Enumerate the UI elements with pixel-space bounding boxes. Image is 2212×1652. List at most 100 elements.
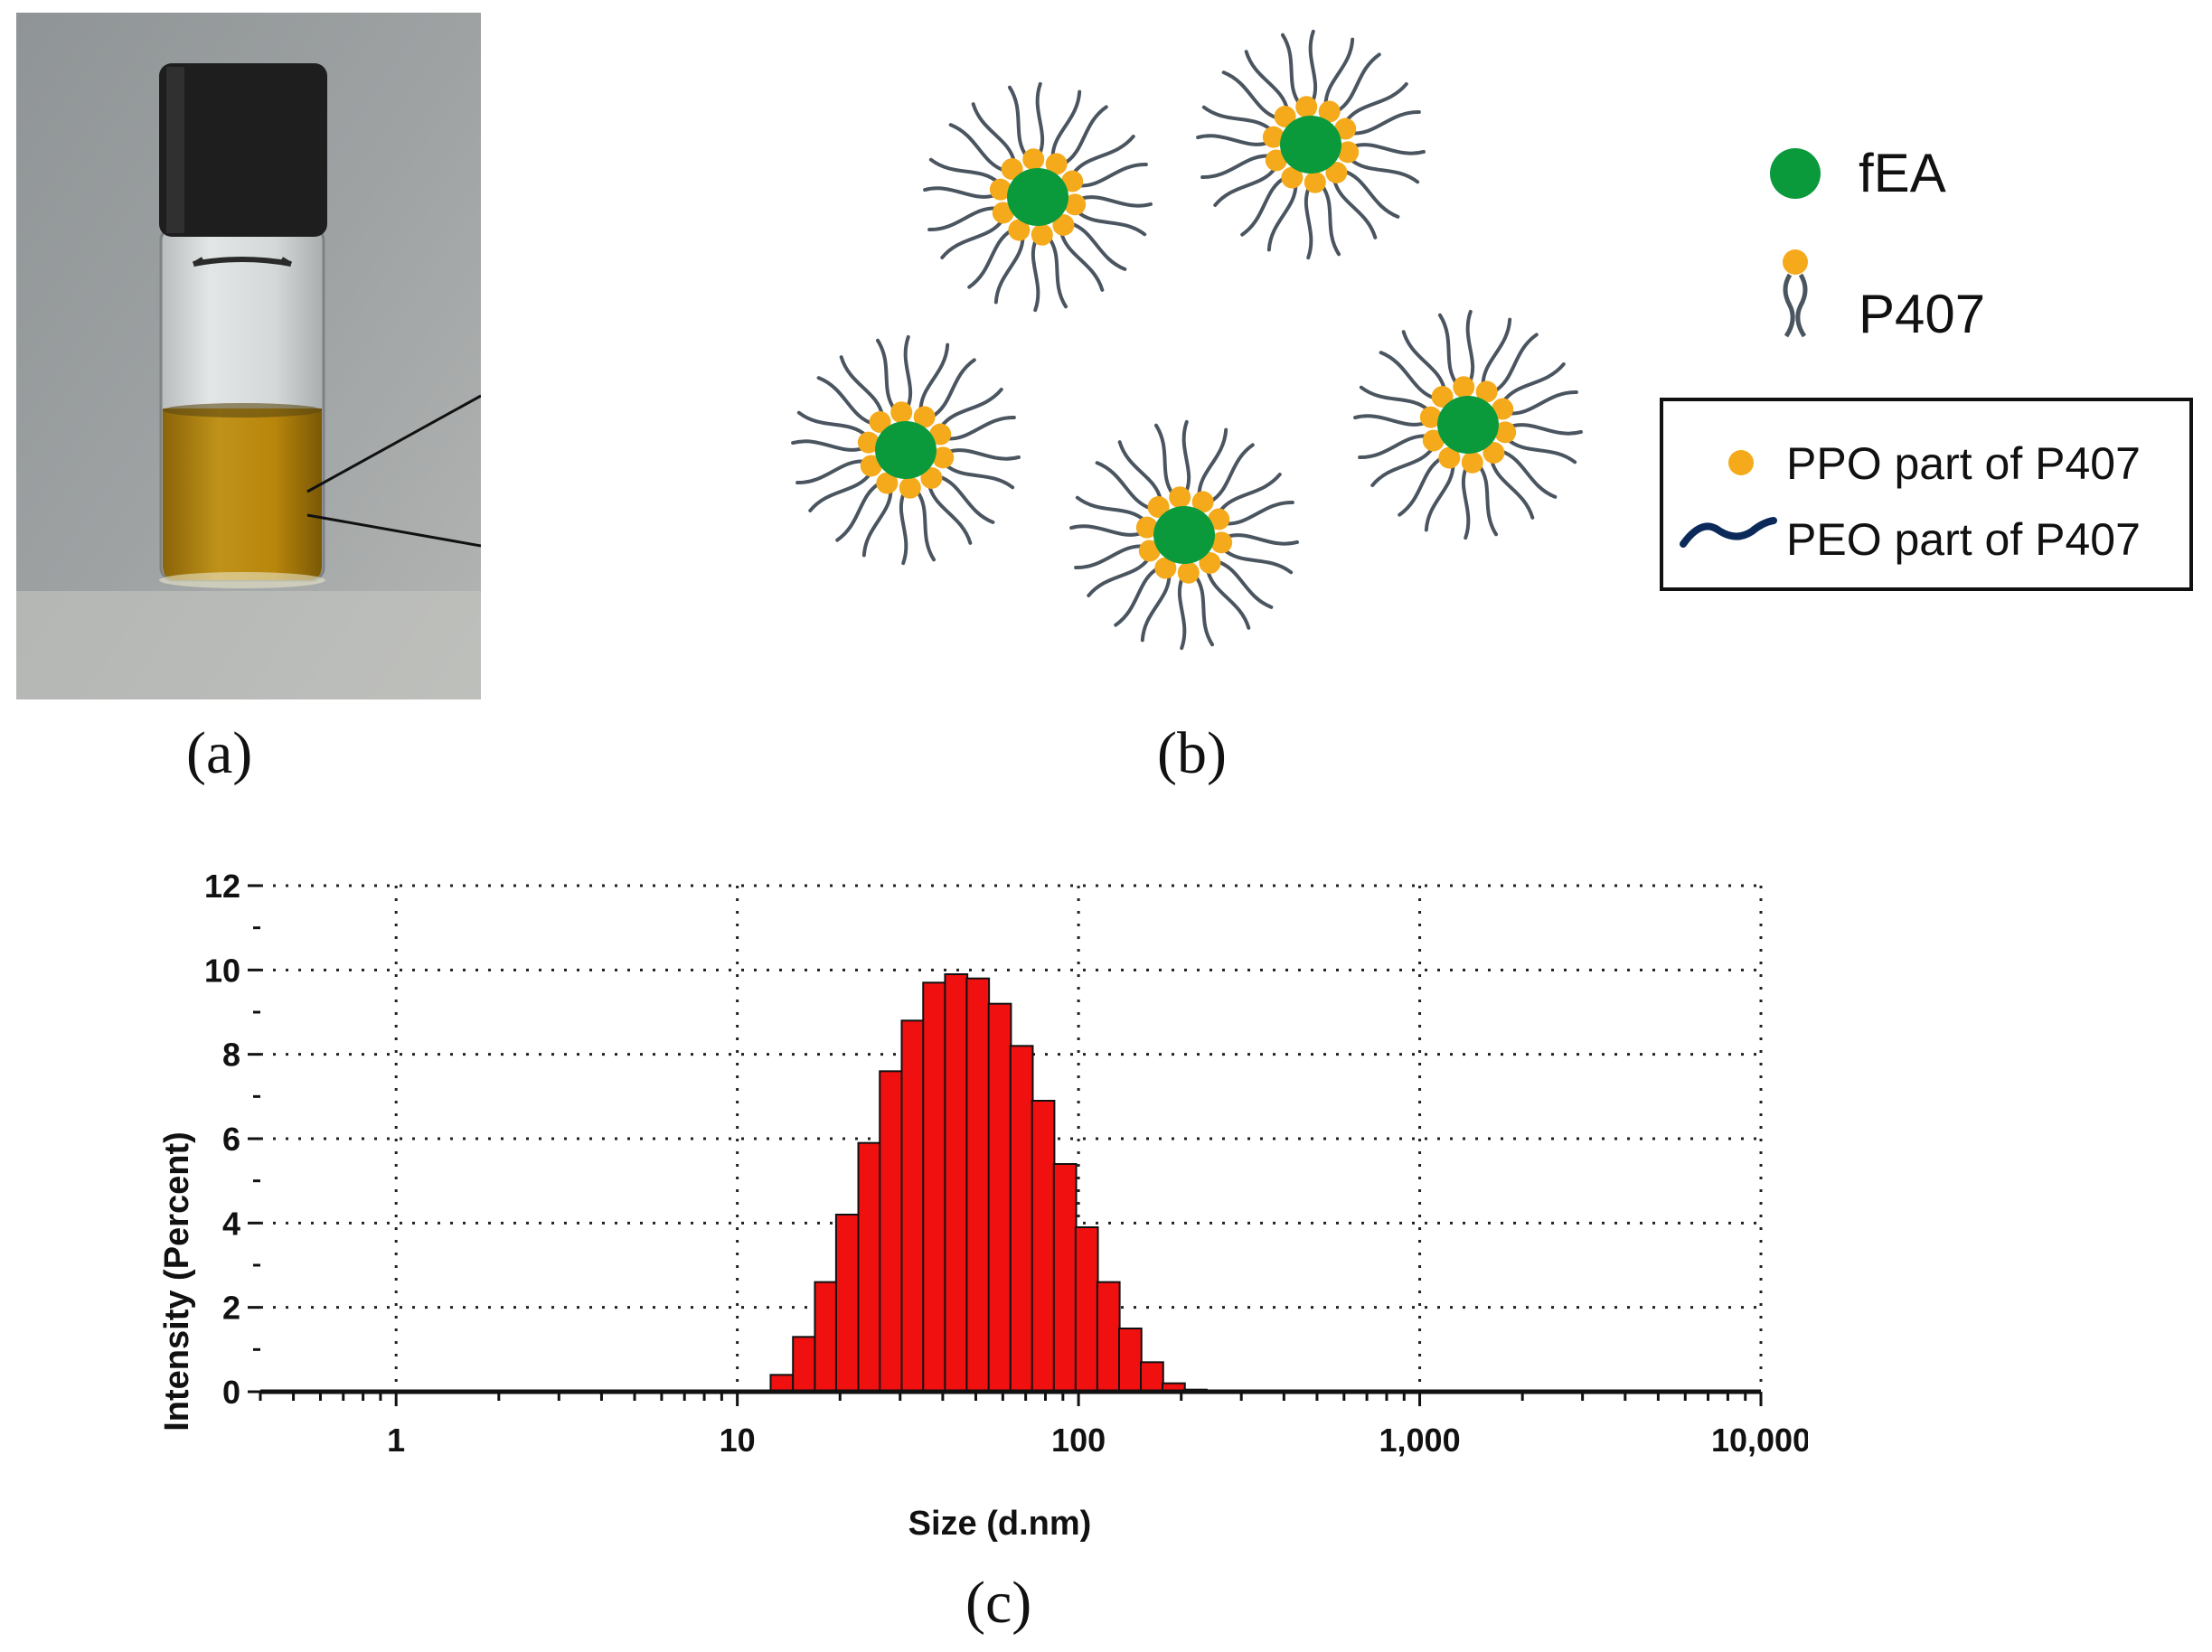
- ppo-bead: [869, 411, 891, 434]
- peo-chain: [1353, 414, 1428, 427]
- ppo-bead: [857, 431, 880, 454]
- histogram-bar: [987, 1002, 1012, 1394]
- peo-chain: [1181, 419, 1191, 495]
- peo-chain: [1304, 184, 1313, 260]
- ppo-bead: [1154, 557, 1177, 579]
- peo-chain: [1177, 575, 1187, 651]
- ppo-bead: [1453, 376, 1475, 399]
- ppo-bead: [989, 178, 1012, 201]
- y-tick-label: 12: [204, 868, 240, 905]
- ppo-bead: [1295, 96, 1318, 118]
- peo-chain: [1076, 162, 1148, 188]
- ppo-bead: [1008, 219, 1031, 241]
- micelle: [1353, 309, 1583, 540]
- peo-chain: [946, 448, 1021, 461]
- peo-chain: [1506, 390, 1578, 416]
- peo-chain: [1221, 547, 1294, 575]
- peo-chain: [1370, 446, 1435, 487]
- y-tick-label: 8: [222, 1037, 240, 1074]
- fea-legend-label: fEA: [1859, 143, 1946, 203]
- peo-chain: [1323, 37, 1355, 108]
- peo-chain: [1221, 70, 1280, 120]
- y-tick-label: 10: [204, 952, 240, 989]
- peo-legend-label: PEO part of P407: [1786, 514, 2141, 565]
- histogram-bar: [1096, 1281, 1121, 1394]
- peo-chain: [1201, 105, 1274, 133]
- x-tick-label: 1,000: [1379, 1422, 1461, 1459]
- ppo-bead: [1422, 429, 1445, 452]
- histogram-bar: [1052, 1163, 1078, 1393]
- peo-chain: [915, 488, 937, 562]
- ppo-bead: [992, 202, 1014, 224]
- panel-label-c: (c): [965, 1570, 1032, 1636]
- fea-core: [875, 421, 937, 479]
- ppo-bead: [1325, 161, 1348, 183]
- fea-legend-icon: [1770, 148, 1821, 199]
- peo-chain: [1200, 154, 1273, 180]
- y-tick-label: 6: [222, 1121, 240, 1158]
- ppo-bead: [1052, 213, 1075, 236]
- peo-chain: [993, 234, 1025, 305]
- histogram-bar: [1117, 1328, 1143, 1393]
- ppo-bead: [1001, 158, 1023, 181]
- peo-chain: [948, 123, 1007, 173]
- ppo-bead: [1419, 406, 1442, 428]
- vial-photo: [16, 13, 481, 699]
- ppo-bead: [1431, 386, 1454, 408]
- y-tick-label: 2: [222, 1290, 240, 1327]
- peo-chain: [1244, 50, 1290, 112]
- peo-chain: [1217, 473, 1282, 514]
- peo-chain: [839, 355, 885, 418]
- peo-chain: [967, 228, 1014, 289]
- micelle: [1069, 419, 1299, 651]
- ppo-bead: [1208, 508, 1230, 530]
- peo-chain: [1280, 33, 1302, 107]
- histogram-bar: [879, 1070, 903, 1393]
- ppo-bead: [1022, 148, 1045, 171]
- peo-chain: [1197, 427, 1228, 498]
- histogram-bar: [1031, 1100, 1056, 1393]
- peo-legend-icon: [1680, 517, 1777, 548]
- peo-chain: [1224, 533, 1299, 546]
- peo-chain: [940, 218, 1005, 259]
- peo-chain: [1075, 209, 1147, 237]
- peo-chain: [1007, 85, 1029, 159]
- ppo-bead: [1475, 380, 1498, 403]
- ppo-bead: [1135, 516, 1158, 539]
- peo-chain: [1499, 449, 1558, 499]
- peo-chain: [1332, 177, 1378, 239]
- peo-chain: [1477, 463, 1499, 537]
- ppo-bead: [929, 423, 952, 446]
- ppo-bead: [1138, 540, 1161, 562]
- histogram-bar: [965, 977, 991, 1394]
- peo-chain: [795, 459, 868, 485]
- y-axis-title: Intensity (Percent): [158, 1131, 196, 1431]
- fea-core: [1153, 506, 1215, 564]
- peo-chain: [1508, 423, 1583, 436]
- peo-chain: [1035, 81, 1045, 157]
- peo-chain: [1343, 82, 1408, 124]
- peo-chain: [1401, 330, 1447, 392]
- panel-label-a: (a): [186, 720, 253, 786]
- peo-chain: [938, 388, 1003, 429]
- peo-chain: [1075, 495, 1147, 523]
- peo-chain: [1437, 313, 1459, 387]
- peo-chain: [1358, 434, 1430, 460]
- peo-chain: [1461, 465, 1471, 540]
- peo-chain: [1379, 351, 1437, 400]
- ppo-bead: [1045, 153, 1068, 175]
- ppo-bead: [1061, 170, 1084, 192]
- peo-chain: [944, 415, 1016, 441]
- histogram-bar: [834, 1214, 860, 1393]
- peo-chain: [971, 102, 1017, 164]
- peo-chain: [1349, 109, 1421, 136]
- peo-chain: [937, 474, 995, 524]
- ppo-bead: [1262, 126, 1285, 148]
- micelle: [1196, 29, 1426, 260]
- peo-chain: [1074, 544, 1146, 570]
- x-axis-title: Size (d.nm): [908, 1505, 1092, 1543]
- ppo-bead: [1064, 193, 1087, 216]
- peo-chain: [1501, 362, 1566, 404]
- peo-chain: [861, 487, 893, 558]
- peo-chain: [1117, 440, 1163, 502]
